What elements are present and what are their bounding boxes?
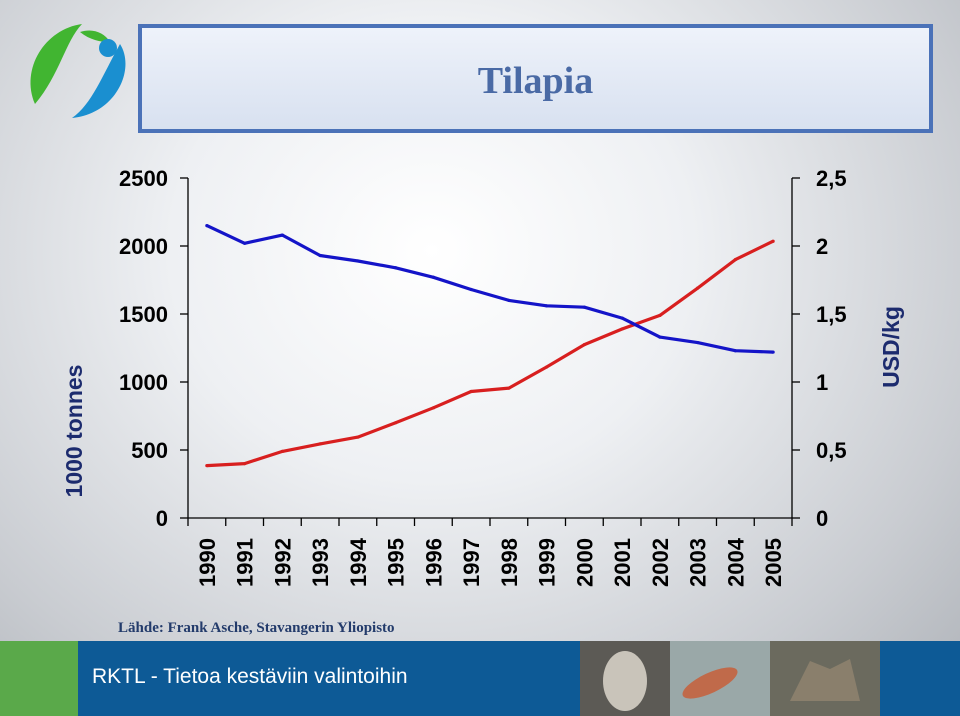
x-tick-label: 1991 [233, 538, 258, 587]
footer-green-strip [0, 641, 78, 716]
x-tick-label: 2001 [610, 538, 635, 587]
data-point [582, 305, 586, 309]
x-tick-label: 1997 [459, 538, 484, 587]
x-tick-label: 1992 [270, 538, 295, 587]
data-point [356, 259, 360, 263]
y-right-tick-label: 1 [816, 370, 828, 395]
title-box: Tilapia [138, 24, 933, 133]
x-tick-label: 1994 [346, 537, 371, 587]
data-point [696, 340, 700, 345]
footer-text: RKTL - Tietoa kestäviin valintoihin [92, 665, 408, 688]
y-left-tick-label: 500 [131, 438, 168, 463]
data-point [356, 435, 360, 439]
y-right-tick-label: 2,5 [816, 166, 847, 191]
x-tick-label: 1990 [195, 538, 220, 587]
x-tick-label: 2002 [648, 538, 673, 587]
data-point [696, 286, 700, 290]
data-point [243, 241, 247, 245]
x-tick-label: 1993 [308, 538, 333, 587]
data-point [205, 464, 209, 468]
chart-axes [187, 178, 793, 519]
data-point [582, 343, 586, 347]
data-point [318, 253, 322, 258]
x-tick-label: 2000 [572, 538, 597, 587]
data-point [658, 313, 662, 317]
data-point [318, 442, 322, 446]
logo-icon [30, 24, 126, 118]
x-tick-label: 2004 [723, 537, 748, 587]
series-line-volume [206, 239, 774, 468]
data-point [243, 462, 247, 466]
x-tick-label: 1996 [421, 538, 446, 587]
data-point [280, 449, 284, 453]
x-tick-label: 1999 [535, 538, 560, 587]
data-point [771, 350, 775, 354]
x-tick-label: 2003 [686, 538, 711, 587]
y-axis-left-ticks: 0 500 1000 1500 2000 2500 [119, 166, 188, 531]
source-note: Lähde: Frank Asche, Stavangerin Yliopist… [118, 620, 395, 636]
data-point [545, 365, 549, 369]
y-right-tick-label: 1,5 [816, 302, 847, 327]
data-point [545, 304, 549, 308]
data-point [507, 386, 511, 390]
x-tick-label: 1998 [497, 538, 522, 587]
data-point [469, 389, 473, 394]
y-right-tick-label: 2 [816, 234, 828, 259]
data-point [431, 406, 435, 410]
y-axis-right-label: USD/kg [878, 306, 904, 388]
y-left-tick-label: 2000 [119, 234, 168, 259]
y-left-tick-label: 0 [156, 506, 168, 531]
x-tick-label: 1995 [384, 538, 409, 587]
data-point [280, 233, 284, 237]
data-point [394, 421, 398, 425]
chart-series [205, 224, 775, 468]
y-left-tick-label: 1500 [119, 302, 168, 327]
y-left-tick-label: 1000 [119, 370, 168, 395]
x-axis-ticks: 1990 1991 1992 1993 1994 1995 1996 1997 1998 1999… [187, 518, 793, 587]
data-point [205, 224, 209, 228]
footer-photo-collage [580, 641, 880, 716]
y-left-tick-label: 2500 [119, 166, 168, 191]
data-point [507, 298, 511, 302]
series-line-price [206, 224, 774, 354]
data-point [771, 239, 775, 243]
y-right-tick-label: 0,5 [816, 438, 847, 463]
y-axis-left-label: 1000 tonnes [61, 365, 87, 498]
data-point [733, 258, 737, 262]
data-point [658, 335, 662, 339]
data-point [431, 275, 435, 279]
data-point [469, 287, 473, 292]
data-point [620, 316, 624, 320]
y-right-tick-label: 0 [816, 506, 828, 531]
page-title: Tilapia [477, 59, 594, 102]
data-point [394, 266, 398, 270]
data-point [620, 327, 624, 331]
y-axis-right-ticks: 0 0,5 1 1,5 2 2,5 [792, 166, 847, 531]
x-tick-label: 2005 [761, 538, 786, 587]
data-point [733, 349, 737, 353]
